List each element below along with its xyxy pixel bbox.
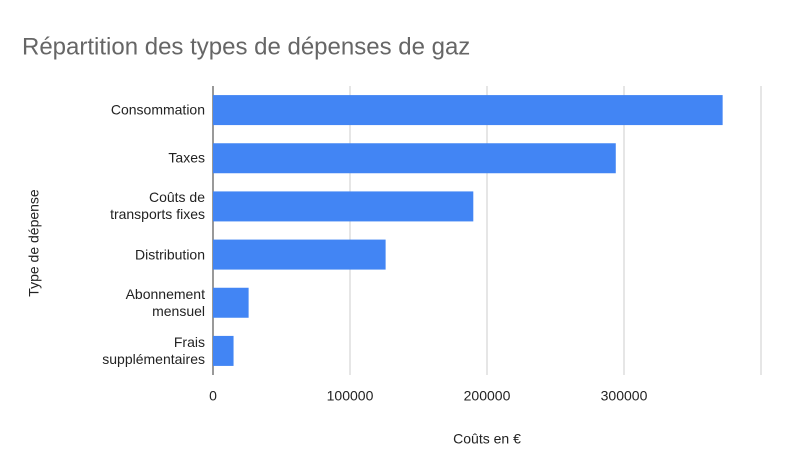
y-tick-label: Abonnement mensuel bbox=[125, 285, 205, 319]
y-tick-label: Coûts de transports fixes bbox=[110, 189, 205, 223]
chart-title: Répartition des types de dépenses de gaz bbox=[22, 33, 470, 60]
y-axis-title: Type de dépense bbox=[26, 189, 42, 297]
x-tick-label: 100000 bbox=[327, 388, 374, 404]
y-tick-label: Frais supplémentaires bbox=[102, 333, 205, 367]
bar bbox=[213, 191, 474, 222]
bar bbox=[213, 143, 616, 174]
x-axis-title: Coûts en € bbox=[453, 431, 521, 447]
bar bbox=[213, 239, 386, 270]
x-tick-label: 0 bbox=[209, 388, 217, 404]
bar bbox=[213, 95, 723, 126]
y-tick-label: Consommation bbox=[110, 101, 205, 118]
x-tick-label: 200000 bbox=[464, 388, 511, 404]
y-tick-label: Distribution bbox=[134, 246, 205, 263]
x-tick-label: 300000 bbox=[601, 388, 648, 404]
y-tick-label: Taxes bbox=[168, 149, 205, 166]
bar bbox=[213, 287, 249, 318]
bar bbox=[213, 335, 234, 366]
